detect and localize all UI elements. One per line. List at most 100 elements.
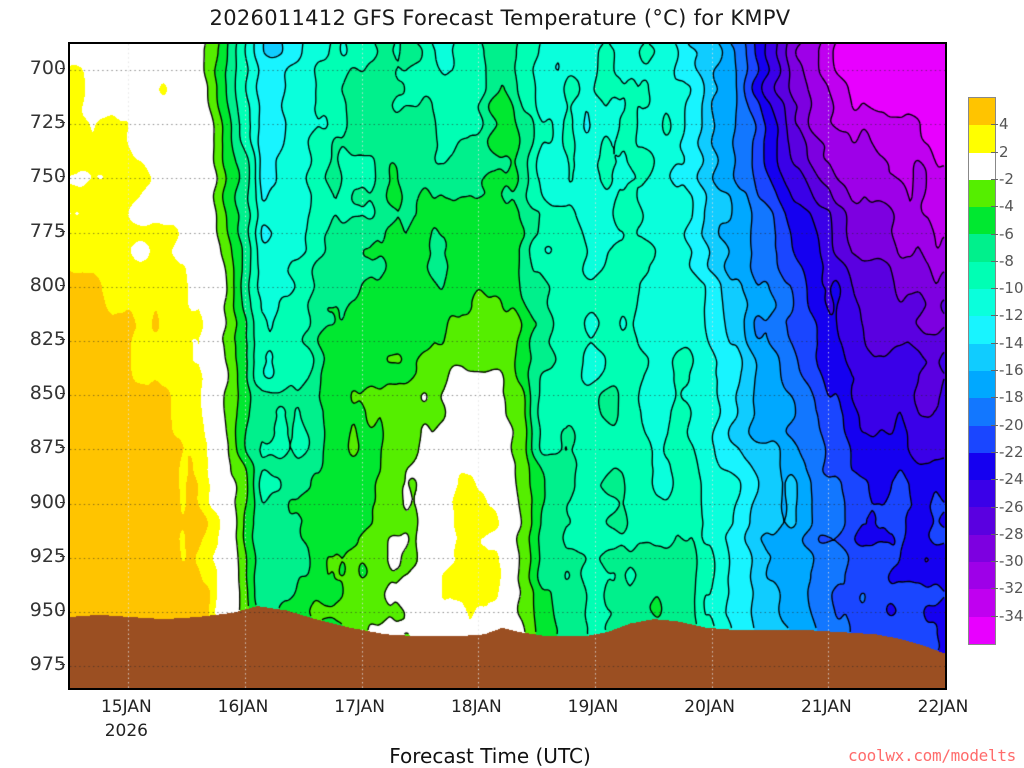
y-axis-tick-label: 900 — [29, 490, 66, 513]
colorbar-tick-mark — [991, 151, 998, 153]
colorbar-segment — [969, 534, 995, 563]
colorbar-tick-mark — [991, 124, 998, 126]
y-axis-tick-mark — [60, 393, 65, 395]
y-axis-tick-label: 775 — [29, 219, 66, 242]
colorbar-tick-mark — [991, 397, 998, 399]
colorbar-tick-label: -18 — [999, 388, 1024, 407]
colorbar-tick-mark — [991, 288, 998, 290]
colorbar-tick-mark — [991, 533, 998, 535]
colorbar-tick-mark — [991, 315, 998, 317]
page-title: 2026011412 GFS Forecast Temperature (°C)… — [0, 6, 1000, 30]
colorbar-segment — [969, 452, 995, 481]
y-axis-tick-label: 875 — [29, 436, 66, 459]
y-axis-tick-mark — [60, 555, 65, 557]
colorbar-segment — [969, 152, 995, 180]
colorbar-tick-mark — [991, 233, 998, 235]
y-axis-tick-mark — [60, 176, 65, 178]
colorbar-segment — [969, 480, 995, 508]
credit-watermark: coolwx.com/modelts — [848, 746, 1016, 765]
colorbar — [968, 97, 996, 645]
colorbar-segment — [969, 98, 995, 126]
y-axis-tick-mark — [60, 284, 65, 286]
colorbar-tick-label: -4 — [999, 197, 1014, 216]
colorbar-tick-label: 4 — [999, 115, 1009, 134]
colorbar-segment — [969, 370, 995, 399]
colorbar-tick-label: -12 — [999, 306, 1024, 325]
colorbar-segment — [969, 616, 995, 644]
colorbar-tick-mark — [991, 342, 998, 344]
y-axis-tick-mark — [60, 501, 65, 503]
colorbar-tick-mark — [991, 260, 998, 262]
x-axis-tick-label: 19JAN — [567, 697, 619, 717]
y-axis-tick-label: 850 — [29, 382, 66, 405]
colorbar-segment — [969, 425, 995, 453]
y-axis-tick-mark — [60, 339, 65, 341]
contour-canvas — [70, 44, 945, 688]
y-axis-tick-label: 750 — [29, 165, 66, 188]
colorbar-tick-label: -32 — [999, 579, 1024, 598]
y-axis-tick-label: 950 — [29, 599, 66, 622]
y-axis-tick-mark — [60, 610, 65, 612]
colorbar-tick-label: -28 — [999, 524, 1024, 543]
colorbar-tick-mark — [991, 588, 998, 590]
colorbar-tick-label: -8 — [999, 251, 1014, 270]
x-axis-year-label: 2026 — [104, 721, 148, 741]
colorbar-tick-mark — [991, 561, 998, 563]
x-axis-tick-label: 22JAN — [917, 697, 969, 717]
colorbar-tick-label: -30 — [999, 552, 1024, 571]
y-axis-tick-label: 825 — [29, 328, 66, 351]
x-axis-label: Forecast Time (UTC) — [389, 744, 591, 768]
x-axis-tick-label: 21JAN — [800, 697, 852, 717]
x-axis-tick-label: 15JAN — [100, 697, 152, 717]
x-axis: 15JAN 2026 16JAN 17JAN 18JAN 19JAN 20JAN 21JAN 2… — [68, 697, 968, 747]
colorbar-tick-label: -20 — [999, 415, 1024, 434]
plot-area — [68, 42, 947, 690]
x-axis-tick-label: 17JAN — [334, 697, 385, 717]
title-text: 2026011412 GFS Forecast Temperature (°C)… — [209, 6, 791, 30]
y-axis-tick-mark — [60, 68, 65, 70]
colorbar-tick-mark — [991, 479, 998, 481]
colorbar-tick-mark — [991, 615, 998, 617]
colorbar-tick-label: -34 — [999, 606, 1024, 625]
colorbar-tick-label: -6 — [999, 224, 1014, 243]
colorbar-ticks: 4 2 -2 -4 -6 -8 -10 -12 -14 -16 -18 -20 -22 -24 -26 -28… — [991, 97, 1024, 643]
colorbar-tick-label: -2 — [999, 169, 1014, 188]
colorbar-tick-label: -10 — [999, 279, 1024, 298]
colorbar-segment — [969, 343, 995, 371]
y-axis-tick-mark — [60, 122, 65, 124]
colorbar-tick-mark — [991, 506, 998, 508]
colorbar-tick-label: 2 — [999, 142, 1009, 161]
y-axis-tick-label: 800 — [29, 273, 66, 296]
colorbar-tick-mark — [991, 451, 998, 453]
colorbar-tick-mark — [991, 424, 998, 426]
colorbar-segment — [969, 316, 995, 344]
colorbar-tick-mark — [991, 178, 998, 180]
colorbar-tick-label: -22 — [999, 442, 1024, 461]
y-axis: 700 725 750 775 800 825 850 875 900 925 950 975 — [0, 42, 66, 690]
colorbar-segment — [969, 562, 995, 590]
colorbar-segment — [969, 507, 995, 535]
colorbar-segment — [969, 125, 995, 153]
colorbar-segment — [969, 398, 995, 426]
y-axis-tick-label: 725 — [29, 111, 66, 134]
y-axis-tick-label: 700 — [29, 57, 66, 80]
colorbar-tick-label: -14 — [999, 333, 1024, 352]
colorbar-segment — [969, 589, 995, 617]
colorbar-segment — [969, 289, 995, 317]
colorbar-segment — [969, 234, 995, 262]
y-axis-tick-mark — [60, 447, 65, 449]
x-axis-tick-label: 18JAN — [450, 697, 502, 717]
colorbar-tick-mark — [991, 370, 998, 371]
colorbar-segment — [969, 179, 995, 208]
colorbar-tick-mark — [991, 206, 998, 208]
colorbar-tick-label: -26 — [999, 497, 1024, 516]
colorbar-tick-label: -24 — [999, 470, 1024, 489]
x-axis-tick-label: 20JAN — [684, 697, 735, 717]
y-axis-tick-label: 925 — [29, 544, 66, 567]
colorbar-tick-label: -16 — [999, 361, 1024, 379]
y-axis-tick-mark — [60, 664, 65, 666]
y-axis-tick-label: 975 — [29, 653, 66, 676]
x-axis-tick-label: 16JAN — [217, 697, 269, 717]
colorbar-segment — [969, 261, 995, 290]
